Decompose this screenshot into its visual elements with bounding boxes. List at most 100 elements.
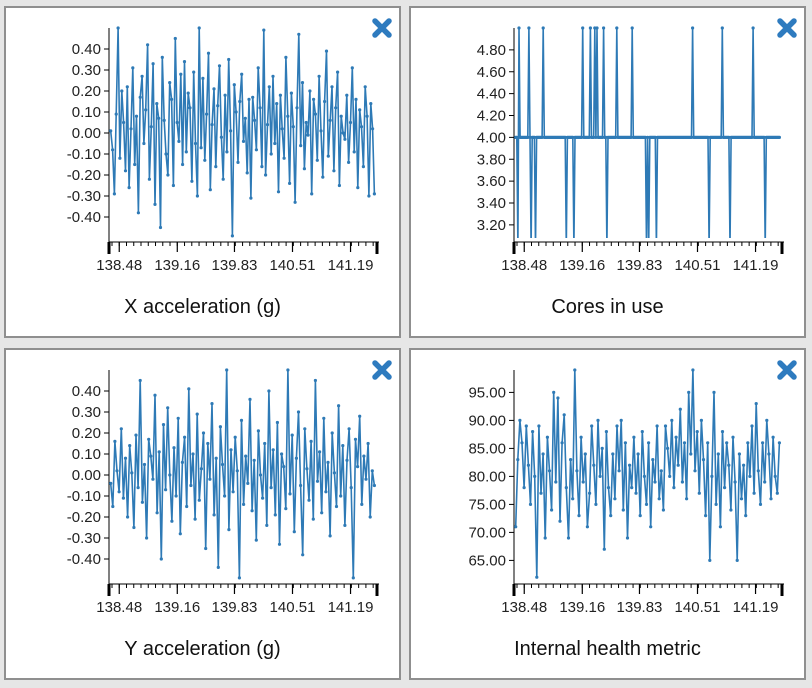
data-point [540, 135, 544, 139]
data-point [514, 525, 518, 529]
data-point [758, 502, 763, 506]
data-point [292, 530, 296, 534]
data-point [276, 190, 281, 194]
data-point [670, 418, 674, 422]
close-icon[interactable] [776, 359, 798, 381]
data-point [663, 424, 668, 428]
data-point [746, 441, 750, 445]
data-point [330, 431, 334, 435]
data-point [114, 112, 118, 116]
data-point [253, 118, 257, 122]
chart-title: Cores in use [551, 296, 664, 318]
data-point [168, 473, 172, 477]
data-point [220, 462, 225, 467]
data-point [208, 477, 212, 481]
x-tick-label: 140.51 [675, 599, 721, 616]
data-point [144, 108, 148, 112]
data-point [242, 502, 246, 506]
x-tick-label: 138.48 [96, 599, 142, 616]
data-point [151, 62, 155, 66]
y-tick-label: 70.00 [468, 524, 506, 541]
close-icon[interactable] [371, 359, 393, 381]
data-point [704, 514, 708, 518]
data-point [678, 407, 682, 411]
data-point [295, 106, 299, 110]
data-point [531, 430, 535, 434]
y-tick-label: 0.10 [72, 104, 101, 121]
data-point [369, 102, 373, 106]
close-icon[interactable] [776, 17, 798, 39]
data-point [299, 144, 303, 148]
x-tick-label: 140.51 [675, 257, 721, 274]
data-point [332, 169, 336, 173]
data-point [761, 441, 765, 445]
data-point [356, 465, 360, 469]
x-acceleration-plot: -0.40 -0.30 -0.20 -0.10 0.00 0.10 0.20 0.30 0.40… [67, 26, 379, 274]
data-point [328, 118, 332, 122]
data-point [614, 135, 618, 139]
data-point [118, 156, 122, 160]
data-point [232, 83, 236, 87]
data-point [777, 135, 781, 139]
series-line [109, 27, 376, 237]
data-point [178, 532, 182, 536]
data-point [361, 165, 365, 169]
y-tick-label: -0.40 [67, 209, 101, 226]
data-point [710, 474, 714, 478]
data-point [241, 139, 246, 143]
data-point [177, 139, 181, 143]
data-point [278, 93, 282, 97]
data-point [737, 452, 741, 456]
data-point [217, 64, 222, 68]
data-point [252, 458, 256, 462]
data-point [155, 511, 159, 515]
data-point [735, 558, 739, 562]
data-point [332, 471, 336, 475]
data-point [153, 393, 157, 397]
data-point [216, 104, 220, 108]
data-point [142, 462, 147, 467]
data-point [575, 469, 579, 473]
data-point [123, 169, 128, 173]
data-point [649, 525, 653, 529]
y-tick-label: 0.20 [72, 83, 101, 100]
data-point [111, 148, 115, 152]
data-point [216, 565, 220, 569]
data-point [543, 536, 547, 540]
data-point [303, 427, 307, 431]
data-point [286, 368, 290, 372]
data-point [328, 534, 332, 538]
data-point [593, 26, 597, 30]
data-point [208, 188, 212, 192]
data-point [723, 486, 727, 490]
data-point [164, 488, 168, 492]
data-point [312, 97, 316, 101]
data-point [337, 404, 341, 408]
data-point [337, 183, 341, 188]
data-point [265, 523, 269, 527]
y-tick-label: -0.10 [67, 146, 101, 163]
data-point [326, 460, 330, 464]
y-tick-label: 3.20 [477, 217, 506, 234]
data-point [550, 508, 554, 512]
data-point [225, 368, 229, 372]
internal-health-metric-plot: 65.00 70.00 75.00 80.00 85.00 90.00 95.00 138.4… [468, 368, 784, 616]
data-point [640, 430, 644, 434]
data-point [247, 97, 251, 101]
data-point [680, 480, 684, 484]
data-point [345, 93, 349, 97]
data-point [532, 135, 536, 139]
data-point [293, 200, 297, 204]
data-point [630, 486, 634, 490]
x-tick-label: 139.83 [212, 599, 258, 616]
y-tick-label: 75.00 [468, 496, 506, 513]
data-point [554, 480, 558, 484]
data-point [225, 150, 229, 154]
data-point [370, 469, 374, 473]
data-point [695, 430, 699, 434]
y-tick-label: -0.20 [67, 167, 101, 184]
close-icon[interactable] [371, 17, 393, 39]
data-point [310, 192, 314, 196]
data-point [171, 183, 175, 188]
data-point [164, 152, 168, 156]
